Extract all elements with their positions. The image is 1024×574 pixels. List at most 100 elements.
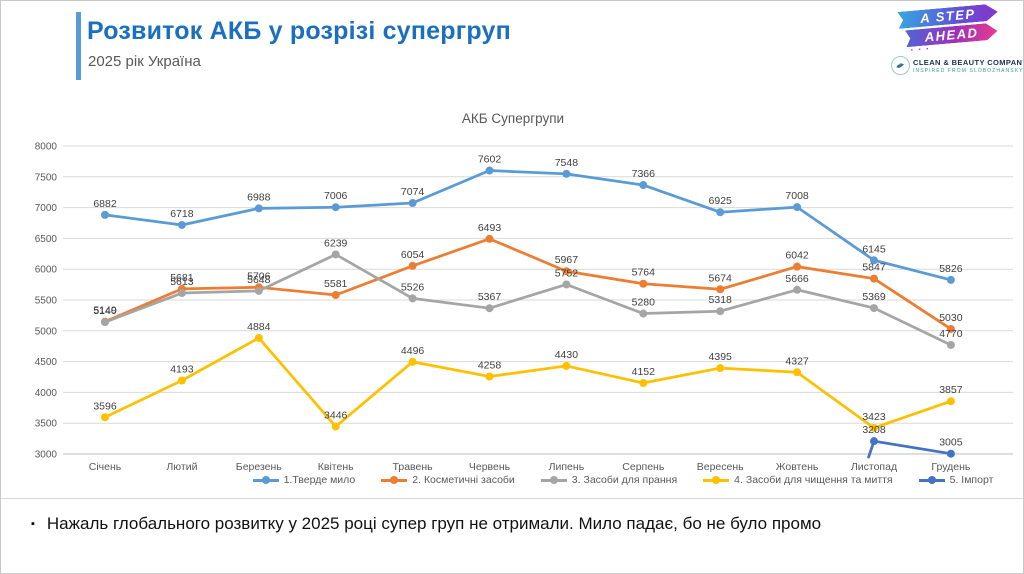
data-label: 4496 (401, 345, 425, 357)
x-axis-label: Серпень (622, 461, 665, 473)
legend-marker-icon (252, 475, 279, 485)
footer-note: Нажаль глобального розвитку у 2025 році … (46, 514, 822, 533)
data-label: 6882 (93, 198, 117, 210)
data-point (562, 280, 571, 289)
data-label: 4884 (247, 321, 271, 333)
page-title: Розвиток АКБ у розрізі супергруп (87, 17, 511, 45)
data-point (870, 304, 878, 313)
data-label: 5030 (939, 312, 963, 324)
logo-company-name: CLEAN & BEAUTY COMPANY (913, 57, 1024, 67)
data-label: 7548 (555, 157, 579, 169)
data-label: 3596 (93, 400, 117, 412)
data-point (485, 166, 494, 175)
x-axis-label: Квітень (318, 461, 354, 473)
data-label: 4193 (170, 364, 194, 376)
data-label: 5666 (785, 273, 809, 285)
y-tick-label: 4000 (35, 388, 58, 399)
data-point (408, 261, 417, 270)
data-label: 7074 (401, 186, 425, 198)
data-label: 5706 (247, 270, 271, 282)
data-point (639, 181, 648, 190)
data-point (716, 364, 725, 373)
data-label: 3446 (324, 410, 348, 422)
data-point (331, 422, 340, 431)
data-label: 4430 (555, 349, 579, 361)
legend-item: 1.Тверде мило (252, 474, 355, 486)
data-label: 5526 (401, 281, 425, 293)
data-point (485, 234, 494, 243)
data-point (716, 208, 725, 217)
data-point (946, 324, 955, 333)
series-line-1 (103, 169, 953, 282)
legend-marker-icon (381, 475, 408, 485)
data-point (254, 333, 263, 342)
data-label: 5369 (862, 291, 886, 303)
data-point (254, 286, 263, 295)
data-point (870, 423, 878, 432)
data-label: 5140 (93, 305, 117, 317)
dove-icon (891, 56, 910, 75)
footer-divider (1, 498, 1023, 499)
data-label: 3208 (862, 424, 886, 436)
data-label: 4258 (478, 360, 502, 372)
data-label: 6042 (785, 250, 809, 262)
data-point (793, 203, 802, 212)
data-label: 3857 (939, 384, 963, 396)
data-point (177, 289, 186, 298)
series-line-4 (103, 336, 953, 430)
data-label: 5674 (709, 272, 733, 284)
page-subtitle: 2025 рік Україна (88, 53, 201, 70)
data-point (408, 199, 417, 208)
data-label: 5681 (170, 272, 194, 284)
data-point (562, 169, 571, 178)
data-point (716, 307, 725, 316)
data-label: 4152 (632, 366, 656, 378)
legend-label: 4. Засоби для чищення та миття (734, 474, 893, 486)
x-axis-label: Червень (469, 461, 511, 473)
data-point (408, 357, 417, 366)
y-tick-label: 4500 (35, 357, 58, 368)
y-tick-label: 5500 (35, 296, 58, 307)
data-point (254, 204, 263, 213)
data-point (946, 397, 955, 406)
data-label: 7366 (632, 168, 656, 180)
data-label: 5280 (632, 297, 656, 309)
legend-marker-icon (703, 475, 730, 485)
data-point (101, 318, 109, 327)
data-label: 7008 (785, 190, 809, 202)
data-point (408, 294, 417, 303)
footer-note-row: ▪ Нажаль глобального розвитку у 2025 роц… (31, 512, 821, 536)
data-point (639, 379, 648, 388)
data-label: 5752 (555, 267, 579, 279)
legend-item: 5. Імпорт (918, 474, 993, 486)
x-axis-label: Вересень (697, 461, 744, 473)
data-point (793, 262, 802, 271)
data-label: 6718 (170, 208, 194, 220)
data-point (870, 274, 878, 283)
data-point (793, 368, 802, 377)
data-label: 5648 (247, 274, 271, 286)
x-axis-label: Травень (393, 461, 434, 473)
bullet-icon: ▪ (31, 518, 35, 530)
data-point (946, 340, 955, 349)
data-label: 6054 (401, 249, 425, 261)
y-tick-label: 7000 (35, 203, 58, 214)
data-point (793, 285, 802, 294)
legend-item: 2. Косметичні засоби (381, 474, 515, 486)
legend-label: 2. Косметичні засоби (412, 474, 515, 486)
data-point (716, 285, 725, 294)
data-point (870, 256, 878, 265)
data-point (485, 304, 494, 313)
x-axis-label: Березень (236, 461, 283, 473)
data-point (331, 291, 340, 300)
data-label: 4395 (709, 351, 733, 363)
data-label: 3005 (939, 437, 963, 449)
data-point (946, 275, 955, 284)
legend-item: 4. Засоби для чищення та миття (703, 474, 893, 486)
x-axis-label: Листопад (851, 461, 897, 473)
data-label: 6493 (478, 222, 502, 234)
data-label: 6145 (862, 243, 886, 255)
data-label: 6925 (709, 195, 733, 207)
